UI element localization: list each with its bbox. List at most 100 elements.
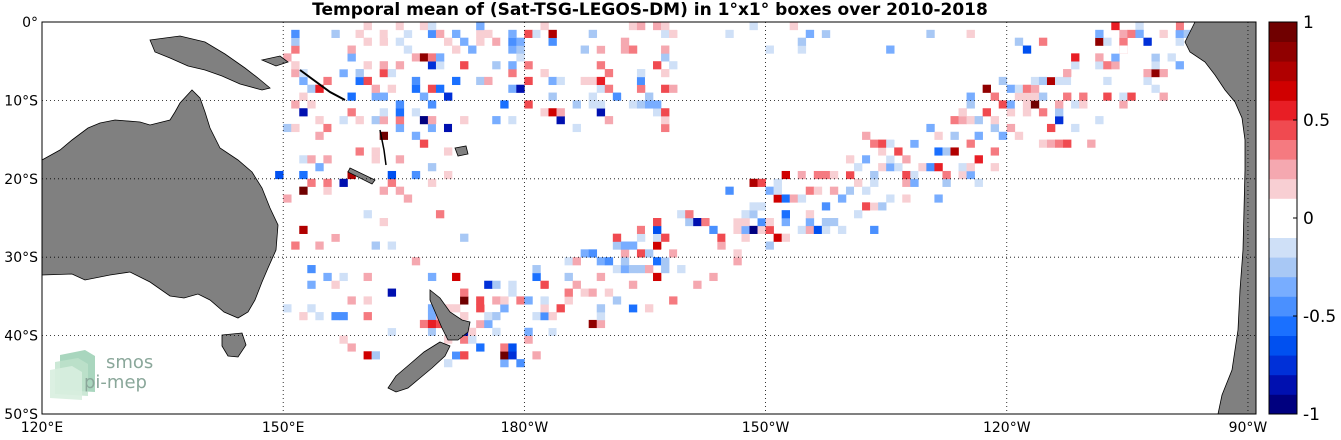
data-cell (540, 296, 549, 305)
data-cell (395, 61, 405, 70)
data-cell (1143, 37, 1152, 46)
data-cell (677, 249, 686, 258)
data-cell (516, 296, 525, 305)
data-cells (275, 22, 1192, 368)
data-cell (548, 37, 557, 46)
data-cell (347, 343, 356, 352)
data-cell (1014, 131, 1024, 140)
data-cell (1119, 45, 1128, 54)
map-title: Temporal mean of (Sat-TSG-LEGOS-DM) in 1… (312, 0, 988, 20)
data-cell (821, 45, 831, 54)
data-cell (379, 186, 389, 195)
data-cell (588, 29, 598, 38)
data-cell (781, 194, 790, 203)
data-cell (339, 69, 348, 78)
data-cell (387, 84, 397, 93)
data-cell (1087, 139, 1096, 148)
colorbar-swatch (1269, 61, 1297, 82)
data-cell (564, 296, 573, 305)
lat-tick-label: 10°S (4, 93, 38, 109)
data-cell (765, 45, 774, 54)
data-cell (669, 249, 678, 258)
colorbar-swatch (1269, 41, 1297, 62)
data-cell (460, 116, 469, 125)
data-cell (460, 288, 469, 297)
data-cell (323, 155, 332, 164)
data-cell (653, 257, 662, 266)
data-cell (894, 163, 903, 172)
data-cell (484, 319, 493, 329)
data-cell (845, 163, 855, 172)
data-cell (878, 202, 887, 211)
data-cell (1055, 116, 1064, 125)
data-cell (725, 233, 734, 242)
data-cell (500, 359, 509, 368)
data-cell (781, 170, 790, 180)
data-cell (508, 69, 517, 78)
data-cell (1079, 92, 1088, 101)
data-cell (323, 178, 332, 187)
data-cell (524, 76, 533, 86)
lon-tick-label: 150°E (262, 420, 305, 436)
data-cell (620, 37, 630, 46)
data-cell (709, 257, 718, 266)
data-cell (797, 225, 807, 234)
data-cell (1055, 139, 1064, 148)
data-cell (918, 123, 927, 133)
data-cell (1175, 61, 1184, 70)
data-cell (693, 280, 702, 289)
data-cell (427, 22, 437, 31)
map-grid (42, 22, 1256, 414)
data-cell (588, 76, 598, 86)
data-cell (870, 202, 879, 211)
data-cell (910, 131, 919, 140)
data-cell (950, 116, 959, 125)
data-cell (476, 22, 485, 31)
data-cell (588, 272, 598, 282)
data-cell (894, 147, 903, 156)
data-cell (476, 319, 485, 329)
data-cell (468, 45, 477, 54)
data-cell (299, 155, 308, 164)
data-cell (395, 186, 405, 195)
data-cell (588, 288, 598, 297)
data-cell (1151, 53, 1160, 62)
data-cell (781, 218, 790, 227)
data-cell (403, 22, 413, 31)
data-cell (363, 22, 372, 31)
data-cell (1143, 76, 1152, 86)
data-cell (564, 257, 573, 266)
data-cell (709, 272, 718, 282)
data-cell (427, 163, 437, 172)
data-cell (403, 225, 413, 234)
data-cell (644, 272, 654, 282)
data-cell (813, 186, 823, 195)
data-cell (741, 210, 750, 219)
data-cell (532, 265, 541, 274)
data-cell (821, 218, 831, 227)
data-cell (387, 319, 397, 329)
data-cell (1127, 29, 1136, 38)
data-cell (427, 123, 437, 133)
data-cell (918, 108, 927, 117)
data-cell (572, 100, 581, 109)
data-cell (379, 116, 389, 125)
data-cell (644, 100, 654, 109)
data-cell (323, 186, 332, 195)
colorbar-swatch (1269, 276, 1297, 297)
data-cell (620, 257, 630, 266)
data-cell (661, 257, 670, 266)
data-cell (966, 163, 975, 172)
data-cell (644, 304, 654, 313)
data-cell (427, 29, 437, 38)
data-cell (508, 29, 517, 38)
data-cell (1175, 29, 1184, 38)
data-cell (379, 92, 389, 101)
data-cell (1055, 108, 1064, 117)
data-cell (556, 327, 565, 336)
data-cell (379, 327, 389, 336)
colorbar-swatch (1269, 22, 1297, 42)
data-cell (1167, 22, 1176, 31)
data-cell (427, 312, 437, 321)
data-cell (387, 288, 397, 297)
